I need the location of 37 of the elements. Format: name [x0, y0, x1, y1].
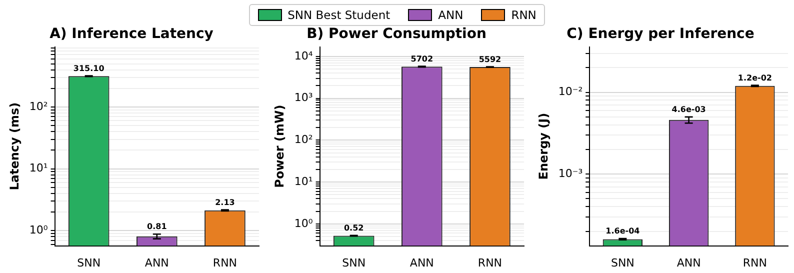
y-axis-title: Latency (ms) [7, 102, 22, 190]
x-tick-label: SNN [610, 256, 634, 270]
y-tick-label: 10⁰ [294, 216, 314, 230]
x-tick-label: ANN [676, 256, 701, 270]
x-tick-label: SNN [342, 256, 366, 270]
x-tick-label: RNN [478, 256, 502, 270]
y-tick-label: 10¹ [29, 162, 48, 175]
data-label: 315.10 [73, 64, 105, 73]
data-label: 2.13 [215, 198, 235, 207]
legend-label: SNN Best Student [288, 8, 390, 22]
chart-title: B) Power Consumption [306, 26, 486, 42]
x-tick-label: SNN [77, 256, 101, 270]
x-tick-label: ANN [144, 256, 169, 270]
data-label: 1.6e-04 [606, 226, 640, 236]
x-tick-label: ANN [410, 256, 434, 270]
chart-title: C) Energy per Inference [566, 26, 754, 42]
y-axis-title: Energy (J) [536, 112, 550, 180]
data-label: 0.52 [344, 224, 364, 233]
legend-label: ANN [438, 8, 464, 22]
y-tick-label: 10³ [294, 91, 313, 104]
y-tick-label: 10⁰ [29, 224, 48, 237]
y-axis-title: Power (mW) [272, 104, 286, 188]
x-tick-label: RNN [742, 256, 767, 270]
data-label: 1.2e-02 [738, 73, 772, 82]
chart-title: A) Inference Latency [50, 26, 214, 42]
y-tick-label: 10¹ [294, 174, 313, 188]
y-tick-label: 10⁴ [294, 49, 314, 62]
x-tick-label: RNN [212, 256, 238, 270]
y-tick-label: 10² [29, 100, 48, 113]
y-tick-label: 10⁻³ [558, 166, 583, 180]
y-tick-label: 10⁻² [558, 85, 583, 98]
legend-label: RNN [511, 8, 536, 22]
data-label: 4.6e-03 [672, 105, 706, 114]
data-label: 5592 [478, 54, 502, 64]
y-tick-label: 10² [294, 133, 313, 146]
data-label: 0.81 [147, 222, 168, 232]
data-label: 5702 [410, 54, 434, 64]
